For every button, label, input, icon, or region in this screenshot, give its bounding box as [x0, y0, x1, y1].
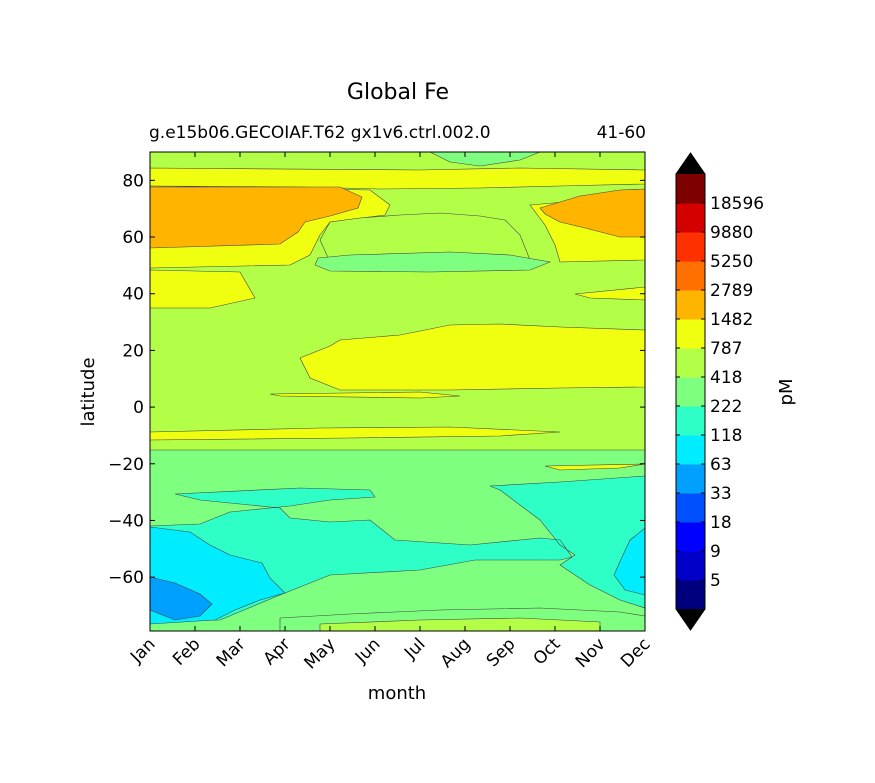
contour-418-787-summer-patch	[319, 212, 531, 263]
colorbar-tick-label: 18596	[710, 194, 764, 214]
y-tick-label: 0	[133, 398, 144, 418]
colorbar-tick-label: 2789	[710, 281, 753, 301]
colorbar-tick-label: 787	[710, 339, 742, 359]
x-tick-label: Aug	[437, 634, 475, 672]
x-tick-label: Mar	[213, 634, 250, 671]
colorbar-segment	[676, 551, 705, 581]
plot-area: Jan Feb Mar Apr May Jun Jul Aug Sep Oct Nov Dec −60…	[108, 151, 655, 673]
colorbar-segment	[676, 580, 705, 610]
colorbar-segment	[676, 203, 705, 233]
colorbar-tick-label: 222	[710, 397, 742, 417]
colorbar-segment	[676, 464, 705, 494]
colorbar-segment	[676, 377, 705, 407]
colorbar-tick-label: 18	[710, 513, 732, 533]
x-tick-label: May	[301, 634, 340, 673]
colorbar-tick-label: 1482	[710, 310, 753, 330]
contour-787-1482-south-line	[544, 463, 645, 471]
colorbar-tick-label: 5	[710, 571, 721, 591]
colorbar-segment	[676, 232, 705, 262]
chart-subtitle-left: g.e15b06.GECOIAF.T62 gx1v6.ctrl.002.0	[149, 123, 491, 143]
contour-787-1482-nov-dec-40n	[574, 286, 645, 301]
x-axis-label: month	[368, 683, 426, 704]
colorbar-tick-label: 9880	[710, 223, 753, 243]
colorbar-segment	[676, 174, 705, 204]
contour-222-418-north-patch	[314, 251, 552, 273]
contour-33-63-jan-feb	[150, 576, 213, 621]
colorbar-tick-label: 63	[710, 455, 732, 475]
colorbar-segment	[676, 261, 705, 291]
colorbar-segment	[676, 435, 705, 465]
x-tick-label: Sep	[483, 634, 520, 671]
plot-frame	[149, 151, 646, 632]
colorbar-tick-label: 33	[710, 484, 732, 504]
x-tick-label: Oct	[530, 634, 565, 669]
contour-63-118-dec	[613, 527, 645, 596]
colorbar-segment	[676, 348, 705, 378]
contour-787-1482-jan-feb-40n	[150, 269, 256, 309]
y-tick-label: 20	[122, 341, 144, 361]
x-tick-label: Jun	[351, 634, 385, 668]
contour-787-1482-south-equatorial	[150, 426, 561, 441]
x-tick-label: Dec	[617, 634, 654, 671]
colorbar-segment	[676, 493, 705, 523]
y-tick-label: −20	[108, 455, 144, 475]
colorbar-tick-label: 5250	[710, 252, 753, 272]
x-tick-label: Feb	[169, 634, 204, 669]
colorbar-outline	[675, 152, 706, 631]
colorbar-tick-label: 9	[710, 542, 721, 562]
x-tick-label: Apr	[260, 634, 295, 669]
x-tick-label: Jul	[400, 634, 429, 663]
contour-787-1482-equator-line	[269, 391, 461, 399]
y-tick-label: 60	[122, 228, 144, 248]
y-tick-label: 40	[122, 285, 144, 305]
chart-title: Global Fe	[347, 80, 449, 105]
colorbar-extend-max	[676, 153, 705, 174]
colorbar-tick-label: 418	[710, 368, 742, 388]
contour-787-1482-tropics	[299, 323, 645, 391]
contour-418-787-arctic-patch	[429, 152, 541, 167]
colorbar-segment	[676, 522, 705, 552]
y-tick-label: −60	[108, 568, 144, 588]
contour-787-1482-north-band	[150, 167, 645, 190]
y-axis-label: latitude	[78, 357, 99, 426]
contour-1482-2789-jan-may	[150, 186, 363, 249]
colorbar-tick-label: 118	[710, 426, 742, 446]
colorbar-extend-min	[676, 609, 705, 630]
contour-1482-2789-oct-dec	[539, 188, 645, 238]
x-tick-label: Nov	[572, 634, 610, 672]
colorbar-segment	[676, 319, 705, 349]
colorbar: 5 9 18 33 63 118 222 418 787 1482 2789 5250 9880 1859…	[675, 152, 764, 631]
colorbar-segment	[676, 290, 705, 320]
y-axis-ticks: −60 −40 −20 0 20 40 60 80	[108, 171, 645, 588]
colorbar-segment	[676, 406, 705, 436]
contour-418-787-bottom-patch	[319, 617, 601, 631]
colorbar-label: pM	[776, 379, 797, 406]
y-tick-label: 80	[122, 171, 144, 191]
y-tick-label: −40	[108, 511, 144, 531]
x-tick-label: Jan	[126, 634, 159, 667]
chart-subtitle-right: 41-60	[597, 123, 646, 143]
